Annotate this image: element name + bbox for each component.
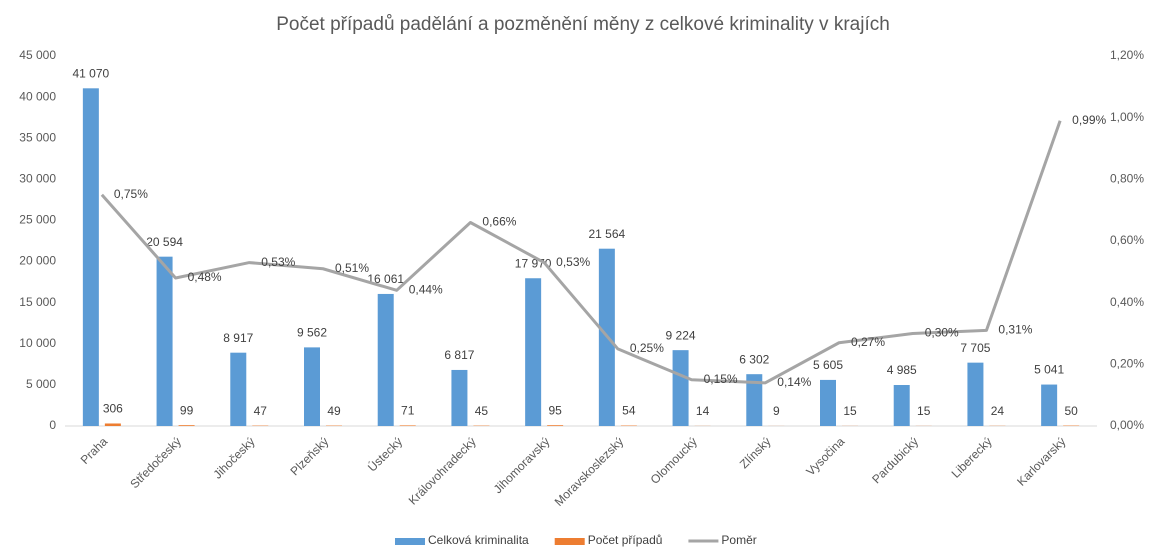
data-label: 16 061 [367, 272, 404, 286]
bar [399, 425, 416, 426]
x-tick-label: Jihočeský [210, 434, 257, 481]
data-label: 41 070 [73, 66, 110, 80]
x-tick-label: Praha [78, 434, 111, 467]
data-label: 6 817 [444, 348, 474, 362]
data-label: 0,15% [704, 372, 738, 386]
data-label: 54 [622, 404, 636, 418]
y2-tick-label: 1,00% [1110, 110, 1144, 124]
data-label: 0,48% [188, 270, 222, 284]
chart-title: Počet případů padělání a pozměnění měny … [276, 14, 890, 35]
data-label: 49 [327, 404, 341, 418]
data-label: 9 [773, 404, 780, 418]
bar [451, 369, 468, 426]
x-tick-label: Královohradecký [406, 434, 479, 507]
legend-label: Počet případů [588, 533, 663, 547]
bar [893, 385, 910, 426]
y2-tick-label: 1,20% [1110, 48, 1144, 62]
data-label: 9 224 [666, 328, 696, 342]
legend-swatch [395, 538, 425, 545]
data-label: 6 302 [739, 352, 769, 366]
data-label: 45 [475, 404, 489, 418]
data-label: 0,14% [777, 375, 811, 389]
x-tick-label: Plzeňský [288, 434, 332, 478]
data-label: 306 [103, 402, 123, 416]
legend-label: Poměr [721, 533, 756, 547]
bar [156, 256, 173, 426]
y-tick-label: 35 000 [19, 130, 56, 144]
y-tick-label: 40 000 [19, 89, 56, 103]
legend-swatch [554, 538, 585, 545]
data-label: 0,53% [556, 255, 590, 269]
data-label: 47 [254, 404, 268, 418]
bar [967, 362, 984, 426]
x-tick-label: Olomoucký [648, 434, 700, 486]
y2-tick-label: 0,20% [1110, 357, 1144, 371]
data-label: 7 705 [960, 341, 990, 355]
data-label: 0,99% [1072, 113, 1106, 127]
x-tick-label: Pardubický [869, 434, 921, 486]
x-tick-label: Jihomoravský [491, 434, 553, 496]
data-label: 8 917 [223, 331, 253, 345]
bar [746, 374, 763, 426]
x-tick-label: Středočeský [127, 434, 184, 491]
data-label: 95 [548, 403, 562, 417]
data-label: 9 562 [297, 326, 327, 340]
y-tick-label: 10 000 [19, 336, 56, 350]
line [100, 120, 1062, 385]
bar [82, 88, 99, 427]
bar [104, 423, 121, 426]
data-label: 0,30% [925, 326, 959, 340]
data-label: 21 564 [589, 227, 626, 241]
bar [547, 425, 564, 426]
bar [672, 350, 689, 426]
y2-tick-label: 0,00% [1110, 418, 1144, 432]
data-label: 99 [180, 403, 194, 417]
y2-tick-label: 0,40% [1110, 295, 1144, 309]
data-label: 4 985 [887, 363, 917, 377]
data-label: 0,27% [851, 335, 885, 349]
data-label: 0,75% [114, 187, 148, 201]
data-label: 24 [991, 404, 1005, 418]
data-label: 0,53% [261, 255, 295, 269]
x-tick-label: Karlovarský [1014, 434, 1068, 488]
data-label: 17 970 [515, 256, 552, 270]
data-label: 15 [843, 404, 857, 418]
x-tick-label: Moravskoslezský [552, 434, 627, 509]
y2-tick-label: 0,60% [1110, 233, 1144, 247]
data-label: 0,44% [409, 283, 443, 297]
bar [377, 293, 394, 426]
x-tick-label: Vysočina [803, 434, 847, 478]
y-tick-label: 20 000 [19, 254, 56, 268]
bar [230, 352, 247, 426]
x-tick-label: Zlínský [737, 434, 774, 471]
bar [304, 347, 320, 426]
legend-label: Celková kriminalita [428, 533, 529, 547]
data-label: 0,31% [998, 323, 1032, 337]
data-label: 5 041 [1034, 363, 1064, 377]
y-tick-label: 0 [49, 418, 56, 432]
data-label: 0,51% [335, 261, 369, 275]
x-tick-label: Ústecký [364, 434, 405, 475]
x-tick-label: Liberecký [949, 434, 995, 480]
bar [525, 278, 542, 426]
data-label: 20 594 [146, 235, 183, 249]
data-label: 0,66% [482, 215, 516, 229]
y2-tick-label: 0,80% [1110, 172, 1144, 186]
data-label: 0,25% [630, 341, 664, 355]
data-label: 14 [696, 404, 710, 418]
y-tick-label: 5 000 [26, 377, 56, 391]
data-label: 5 605 [813, 358, 843, 372]
y-tick-label: 15 000 [19, 295, 56, 309]
y-tick-label: 45 000 [19, 48, 56, 62]
data-label: 50 [1064, 404, 1078, 418]
data-label: 71 [401, 404, 415, 418]
data-label: 15 [917, 404, 931, 418]
bar [178, 425, 195, 426]
bar [1041, 384, 1058, 426]
y-tick-label: 30 000 [19, 172, 56, 186]
y-tick-label: 25 000 [19, 213, 56, 227]
bar [820, 379, 836, 426]
